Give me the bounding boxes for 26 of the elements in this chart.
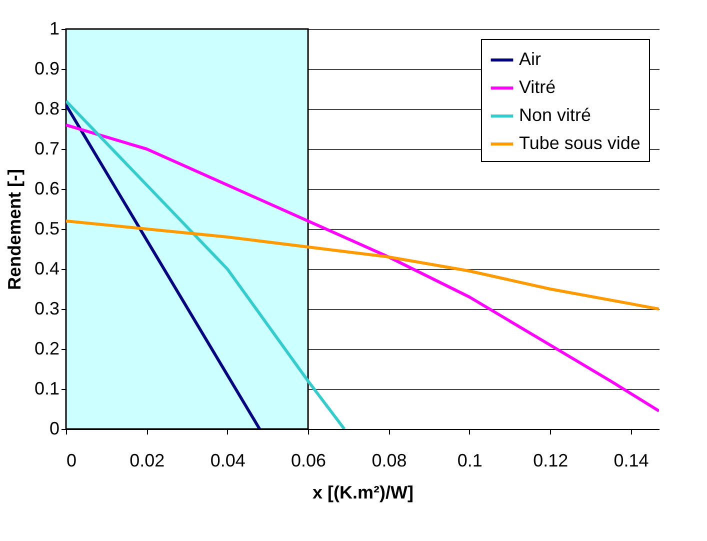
x-tick-label: 0.14 (614, 450, 649, 470)
y-tick-label: 0.3 (34, 298, 60, 318)
x-tick-label: 0 (66, 450, 77, 470)
line-series (66, 100, 346, 429)
x-tick-label: 0.02 (130, 450, 165, 470)
legend-label: Air (519, 49, 542, 69)
x-tick-label: 0.08 (372, 450, 407, 470)
y-axis-title: Rendement [-] (4, 169, 24, 290)
x-tick-label: 0.1 (457, 450, 482, 470)
x-tick-label: 0.04 (210, 450, 246, 470)
y-tick-label: 0 (49, 418, 60, 438)
x-axis-title: x [(K.m²)/W] (312, 482, 414, 502)
legend-label: Tube sous vide (519, 133, 640, 153)
legend-label: Vitré (519, 77, 556, 97)
x-tick-label: 0.12 (533, 450, 568, 470)
x-tick-label: 0.06 (291, 450, 326, 470)
y-tick-label: 0.6 (34, 178, 60, 198)
y-tick-label: 0.2 (34, 338, 60, 358)
y-tick-label: 0.1 (34, 378, 60, 398)
y-tick-label: 0.9 (34, 58, 60, 78)
y-tick-label: 1 (49, 18, 60, 38)
y-tick-label: 0.5 (34, 218, 60, 238)
y-tick-label: 0.7 (34, 138, 60, 158)
y-tick-label: 0.4 (34, 258, 60, 278)
y-tick-label: 0.8 (34, 98, 60, 118)
legend-label: Non vitré (519, 105, 592, 125)
